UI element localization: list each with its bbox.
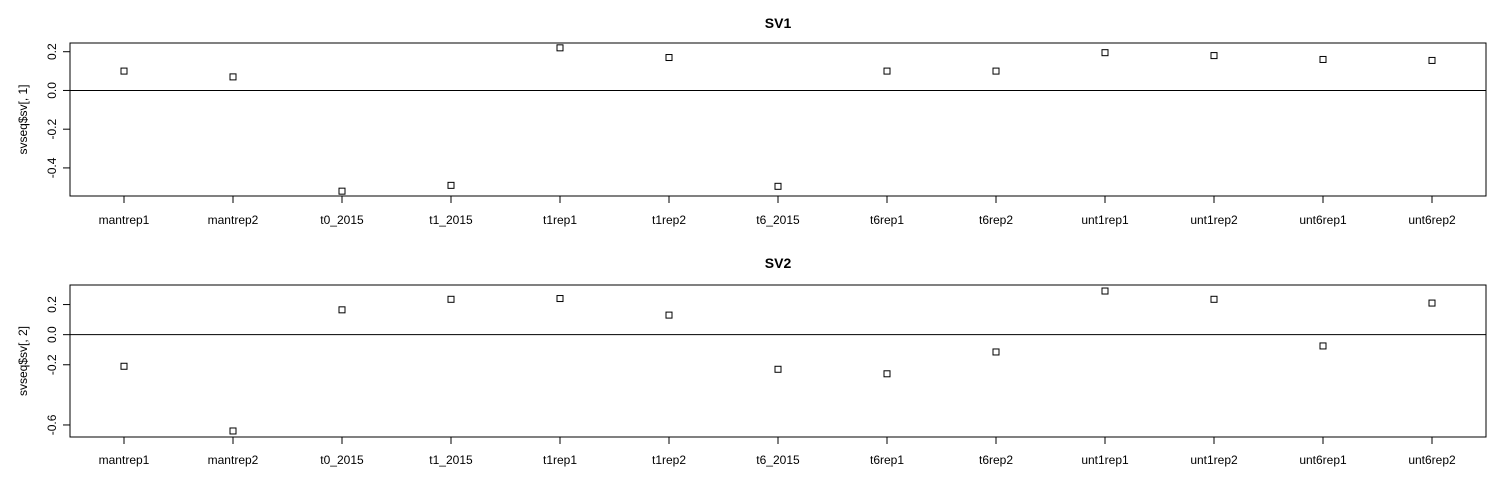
sv1-x-tick-label: unt6rep1 xyxy=(1299,213,1347,227)
sv2-point-mantrep2 xyxy=(229,427,237,435)
sv2-x-tick-label: unt6rep2 xyxy=(1408,453,1456,467)
sv2-x-tick-label: mantrep2 xyxy=(208,453,259,467)
sv1-x-tick-label: unt6rep2 xyxy=(1408,213,1456,227)
sv2-x-tick-label: unt6rep1 xyxy=(1299,453,1347,467)
sv1-title: SV1 xyxy=(765,15,792,31)
sv2-x-tick-label: t1rep1 xyxy=(543,453,577,467)
sv2-point-mantrep1 xyxy=(120,362,128,370)
sv1-y-tick-label: -0.2 xyxy=(45,119,59,140)
sv2-point-t6_2015 xyxy=(774,365,782,373)
sv2-y-tick-label: 0.2 xyxy=(45,296,59,313)
sv1-x-tick-label: t6rep2 xyxy=(979,213,1013,227)
sv1-point-t1_2015 xyxy=(447,181,455,189)
sv2-y-axis-label: svseq$sv[, 2] xyxy=(16,326,30,396)
sv1-x-tick-label: t1rep2 xyxy=(652,213,686,227)
sv2-point-t6rep1 xyxy=(883,370,891,378)
sv2-y-tick-label: 0.0 xyxy=(45,326,59,343)
sv1-x-tick-label: mantrep2 xyxy=(208,213,259,227)
sv1-point-mantrep2 xyxy=(229,73,237,81)
sv1-point-t1rep1 xyxy=(556,44,564,52)
sv1-point-t0_2015 xyxy=(338,187,346,195)
sv1-x-tick-label: unt1rep2 xyxy=(1190,213,1238,227)
sv2-point-unt1rep2 xyxy=(1210,295,1218,303)
sv2-point-unt6rep2 xyxy=(1428,299,1436,307)
sv2-x-tick-label: t6rep2 xyxy=(979,453,1013,467)
sv1-y-tick-label: -0.4 xyxy=(45,157,59,178)
sv1-point-t1rep2 xyxy=(665,54,673,62)
sv1-y-tick-label: 0.0 xyxy=(45,82,59,99)
sv2-panel: SV2 0.2 0.0 -0.2 -0.6 svseq$sv[, 2] mantrep1 ma… xyxy=(16,255,1487,467)
sv1-x-tick-label: t0_2015 xyxy=(320,213,364,227)
sv2-x-tick-label: t0_2015 xyxy=(320,453,364,467)
sv2-point-unt6rep1 xyxy=(1319,342,1327,350)
sv1-plot-frame xyxy=(69,42,1487,197)
sv1-point-t6rep2 xyxy=(992,67,1000,75)
sv1-x-tick-label: t6rep1 xyxy=(870,213,904,227)
sv2-x-tick-label: t6_2015 xyxy=(756,453,800,467)
sv2-point-t1rep1 xyxy=(556,295,564,303)
sv1-x-tick-label: t6_2015 xyxy=(756,213,800,227)
sv2-x-tick-label: t1_2015 xyxy=(429,453,473,467)
sv1-x-tick-label: t1_2015 xyxy=(429,213,473,227)
sv2-x-tick-label: t1rep2 xyxy=(652,453,686,467)
sv1-point-t6rep1 xyxy=(883,67,891,75)
sv2-title: SV2 xyxy=(765,255,792,271)
sv2-x-tick-label: t6rep1 xyxy=(870,453,904,467)
sv2-plot-frame xyxy=(69,284,1487,438)
sv1-x-tick-label: t1rep1 xyxy=(543,213,577,227)
sv2-point-t6rep2 xyxy=(992,348,1000,356)
sv1-y-axis-label: svseq$sv[, 1] xyxy=(16,84,30,154)
sv2-point-t1rep2 xyxy=(665,311,673,319)
sv1-point-mantrep1 xyxy=(120,67,128,75)
sv1-point-t6_2015 xyxy=(774,182,782,190)
sv2-point-t1_2015 xyxy=(447,295,455,303)
sv2-x-tick-label: unt1rep1 xyxy=(1081,453,1129,467)
sv1-point-unt6rep1 xyxy=(1319,55,1327,63)
sv1-y-tick-label: 0.2 xyxy=(45,43,59,60)
sv2-point-unt1rep1 xyxy=(1101,287,1109,295)
sv2-y-tick-label: -0.6 xyxy=(45,414,59,435)
sv1-point-unt6rep2 xyxy=(1428,56,1436,64)
sv2-point-t0_2015 xyxy=(338,306,346,314)
sv1-point-unt1rep2 xyxy=(1210,52,1218,60)
sv1-point-unt1rep1 xyxy=(1101,49,1109,57)
sv2-x-tick-label: unt1rep2 xyxy=(1190,453,1238,467)
sv2-x-tick-label: mantrep1 xyxy=(99,453,150,467)
sv1-x-tick-label: mantrep1 xyxy=(99,213,150,227)
sv1-panel: SV1 0.2 0.0 -0.2 -0.4 svseq$sv[, 1] mantrep1 ma… xyxy=(16,15,1487,227)
sv2-y-tick-label: -0.2 xyxy=(45,354,59,375)
sv1-x-tick-label: unt1rep1 xyxy=(1081,213,1129,227)
